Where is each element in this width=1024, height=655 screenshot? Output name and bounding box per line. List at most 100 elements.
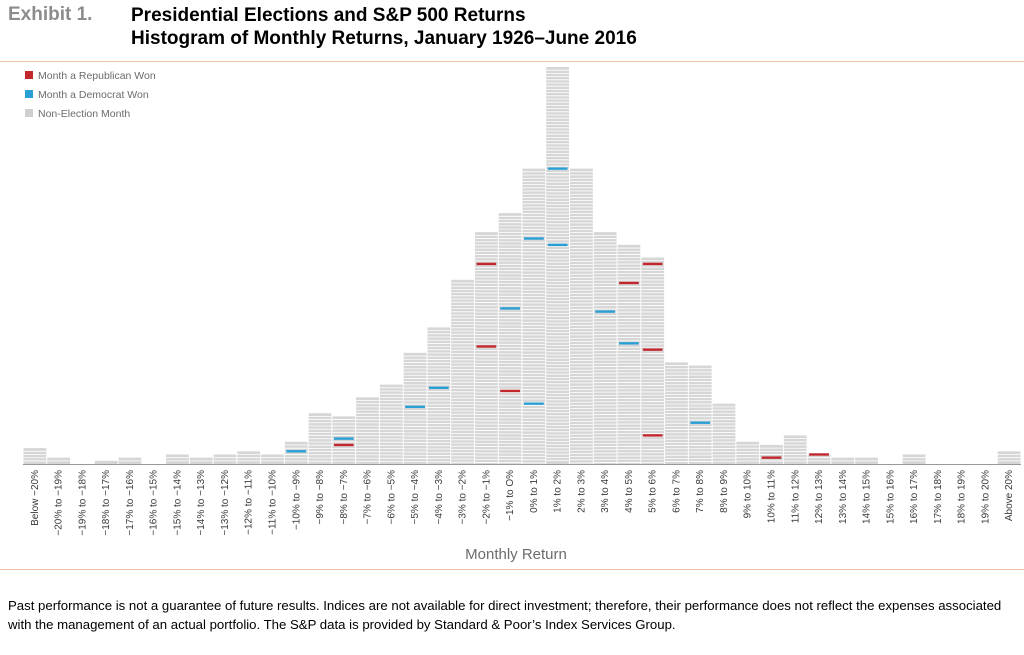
x-tick-label: −10% to −9% — [291, 470, 302, 530]
x-tick-label: Above 20% — [1004, 470, 1015, 521]
bar — [23, 448, 47, 464]
x-tick-label: 18% to 19% — [957, 470, 968, 524]
bar — [688, 365, 712, 464]
x-tick-label: −6% to −5% — [386, 470, 397, 525]
bar — [617, 244, 641, 464]
x-tick-label: 7% to 8% — [695, 470, 706, 513]
x-tick-label: Below −20% — [30, 470, 41, 526]
x-tick-label: 19% to 20% — [980, 470, 991, 524]
x-tick-label: 13% to 14% — [838, 470, 849, 524]
title-line-2: Histogram of Monthly Returns, January 19… — [131, 28, 637, 49]
democrat-election-mark — [690, 421, 711, 424]
bar — [807, 454, 831, 464]
bar — [166, 454, 189, 464]
x-tick-label: 12% to 13% — [814, 470, 825, 524]
bar — [189, 457, 213, 464]
democrat-election-mark — [333, 437, 354, 440]
x-tick-label: −12% to −11% — [244, 470, 255, 535]
x-tick-label: 8% to 9% — [719, 470, 730, 513]
democrat-election-mark — [524, 237, 544, 240]
democrat-election-mark — [286, 450, 307, 453]
bar — [498, 213, 522, 464]
x-axis-label: Monthly Return — [465, 546, 567, 563]
republican-election-mark — [809, 453, 829, 456]
x-tick-label: −11% to −10% — [268, 470, 279, 535]
legend-label-democrat: Month a Democrat Won — [38, 89, 149, 101]
republican-election-mark — [476, 262, 497, 266]
democrat-election-mark — [619, 342, 639, 345]
histogram-chart: Below −20% −20% to −19% −19% to −18% −18% t… — [23, 67, 1021, 563]
x-tick-label: −3% to −2% — [458, 470, 469, 525]
democrat-election-mark — [405, 405, 425, 409]
bar — [427, 327, 451, 464]
legend-label-non: Non-Election Month — [38, 108, 130, 120]
bar — [403, 352, 427, 464]
bar — [665, 362, 688, 464]
x-tick-label: −5% to −4% — [410, 470, 421, 525]
bar — [831, 457, 855, 464]
bar — [237, 451, 261, 464]
x-tick-label: 6% to 7% — [671, 470, 682, 513]
bar — [94, 460, 118, 464]
x-tick-label: 5% to 6% — [648, 470, 659, 513]
footnote: Past performance is not a guarantee of f… — [8, 598, 1002, 632]
x-tick-label: 10% to 11% — [767, 470, 778, 523]
republican-election-mark — [642, 434, 663, 437]
bar — [213, 454, 237, 464]
republican-election-mark — [642, 262, 663, 266]
x-tick-label: −18% to −17% — [101, 470, 112, 536]
x-tick-label: −19% to −18% — [77, 470, 88, 536]
bar — [522, 168, 546, 464]
bar — [760, 444, 783, 464]
x-tick-label: 16% to 17% — [909, 470, 920, 524]
x-tick-label: 14% to 15% — [862, 470, 873, 524]
legend-swatch-democrat — [25, 90, 33, 98]
x-tick-label: 9% to 10% — [743, 470, 754, 518]
bottom-rule — [0, 569, 1024, 570]
bar — [118, 457, 142, 464]
bar — [570, 168, 593, 464]
election-marks-layer — [286, 167, 829, 459]
democrat-election-mark — [500, 307, 520, 310]
bar — [736, 441, 760, 464]
democrat-election-mark — [428, 386, 449, 389]
bar — [783, 435, 807, 464]
x-tick-labels: Below −20% −20% to −19% −19% to −18% −18% t… — [30, 470, 1015, 536]
bar — [284, 441, 308, 464]
legend-label-republican: Month a Republican Won — [38, 70, 156, 82]
x-tick-label: 2% to 3% — [576, 470, 587, 513]
x-tick-label: −2% to −1% — [481, 470, 492, 525]
bar — [997, 451, 1021, 464]
bar — [332, 416, 356, 464]
x-tick-label: −1% to O% — [505, 470, 516, 521]
bar — [593, 232, 617, 464]
title-line-1: Presidential Elections and S&P 500 Retur… — [131, 5, 526, 26]
democrat-election-mark — [524, 402, 544, 405]
legend-swatch-non — [25, 109, 33, 117]
top-rule — [0, 61, 1024, 62]
x-tick-label: −9% to −8% — [315, 470, 326, 525]
republican-election-mark — [333, 443, 354, 447]
bar — [451, 279, 474, 464]
bar — [546, 67, 570, 464]
x-tick-label: −15% to −14% — [172, 470, 183, 536]
x-tick-label: −8% to −7% — [339, 470, 350, 525]
republican-election-mark — [619, 281, 639, 285]
legend: Month a Republican Won Month a Democrat W… — [25, 70, 156, 120]
x-tick-label: −14% to −13% — [196, 470, 207, 536]
x-tick-label: 17% to 18% — [933, 470, 944, 524]
x-tick-label: −4% to −3% — [434, 470, 445, 525]
x-tick-label: 3% to 4% — [600, 470, 611, 513]
legend-swatch-republican — [25, 71, 33, 79]
bar — [356, 397, 379, 464]
bar — [855, 457, 878, 464]
bar — [47, 457, 71, 464]
democrat-election-mark — [547, 167, 568, 170]
x-tick-label: 4% to 5% — [624, 470, 635, 513]
bar — [641, 257, 665, 464]
republican-election-mark — [476, 345, 497, 348]
bars-layer — [23, 67, 1021, 464]
republican-election-mark — [761, 456, 782, 459]
x-tick-label: 11% to 12% — [790, 470, 801, 523]
x-tick-label: −13% to −12% — [220, 470, 231, 536]
